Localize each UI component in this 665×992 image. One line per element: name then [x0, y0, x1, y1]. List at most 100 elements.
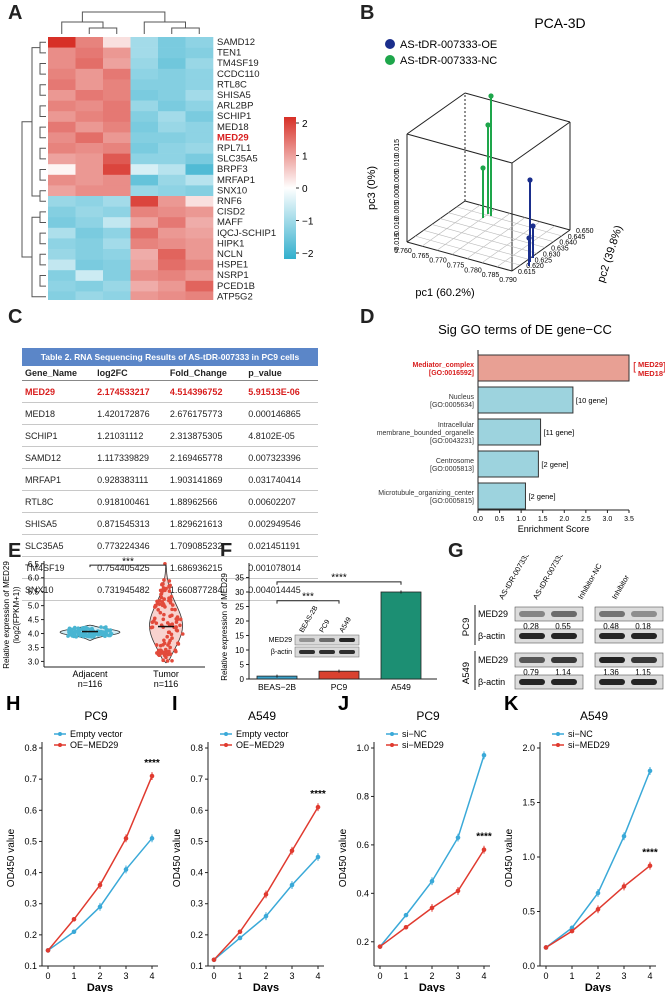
legend-tick-label: −1 — [302, 217, 314, 228]
heatmap-cell — [185, 206, 214, 218]
pca-point — [488, 93, 494, 99]
heatmap-cell — [158, 249, 186, 260]
heatmap-cell — [185, 90, 214, 101]
heatmap-cell — [185, 132, 214, 144]
heatmap-cell — [48, 121, 76, 133]
x-tick-label: 2.5 — [581, 516, 591, 523]
gene-label: ATP5G2 — [217, 291, 253, 300]
heatmap-cell — [103, 111, 131, 123]
legend-label: OE−MED29 — [236, 740, 284, 750]
gene-label: HIPK1 — [217, 238, 244, 249]
heatmap-cell — [48, 217, 76, 229]
blot-lane-label: BEAS-2B — [299, 605, 320, 634]
category-label: PC9 — [331, 682, 348, 690]
heatmap-cell — [103, 185, 131, 197]
heatmap-cell — [48, 227, 76, 239]
growth-point — [237, 929, 243, 935]
violin-point — [167, 579, 172, 583]
table-cell: 2.169465778 — [166, 446, 246, 469]
violin-point — [175, 617, 180, 622]
heatmap-cell — [48, 164, 76, 176]
table-cell: 1.420172876 — [94, 402, 167, 425]
x-tick-label: 0.775 — [447, 263, 465, 270]
table-cell: 0.000146865 — [245, 402, 318, 425]
y-tick-label: 4.0 — [28, 630, 40, 639]
heatmap-cell — [48, 111, 76, 123]
heatmap-cell — [75, 291, 104, 300]
heatmap-cell — [75, 238, 104, 250]
panel-label: I — [172, 693, 178, 715]
gene-label: TEN1 — [217, 48, 241, 59]
x-tick-label: 4 — [315, 971, 320, 981]
violin-point — [162, 597, 166, 601]
growth-point — [595, 890, 601, 896]
heatmap-cell — [158, 238, 186, 250]
growth-line — [47, 775, 153, 951]
blot-row-label: MED29 — [269, 637, 292, 644]
growth-point — [71, 916, 77, 922]
gene-label: CISD2 — [217, 207, 245, 218]
heatmap-cell — [158, 185, 186, 197]
growth-point — [289, 882, 295, 888]
heatmap-cell — [103, 37, 131, 48]
legend-tick-label: −2 — [302, 249, 314, 260]
pca-3d-panel: PCA-3D AS-tDR-007333-OE AS-tDR-007333-NC 0.… — [366, 15, 625, 299]
pca-grid-line — [436, 209, 496, 251]
heatmap-cell — [130, 206, 159, 218]
heatmap-cell — [48, 291, 76, 300]
dendrogram-branch — [39, 84, 46, 96]
heatmap-cell — [103, 58, 131, 70]
sig-bracket — [276, 581, 402, 585]
heatmap-cell — [158, 259, 186, 271]
go-annotation: [11 gene] — [544, 428, 575, 437]
growth-point — [211, 957, 217, 963]
pca-point — [527, 177, 533, 183]
legend-tick-label: 2 — [302, 119, 308, 130]
x-tick-label: 3 — [123, 971, 128, 981]
go-annotation: [10 gene] — [576, 396, 607, 405]
go-bar — [477, 354, 630, 382]
violin-point — [154, 643, 159, 647]
violin-point — [159, 591, 164, 596]
blot-band — [339, 650, 355, 654]
heatmap-cell — [185, 58, 214, 70]
violin-point — [178, 617, 183, 622]
table-cell: SLC35A5 — [22, 534, 95, 557]
x-tick-label: 0.785 — [482, 272, 500, 279]
pca-box-edge — [464, 200, 571, 231]
growth-line — [47, 837, 153, 952]
heatmap-cell — [130, 291, 159, 300]
heatmap-cell — [48, 90, 76, 101]
growth-point — [289, 848, 295, 854]
heatmap-cell — [158, 227, 186, 239]
x-tick-label: 0 — [211, 971, 216, 981]
table-cell: 1.117339829 — [94, 446, 167, 469]
y-tick-label: 0.625 — [535, 257, 553, 264]
y-tick-label: 20 — [235, 617, 244, 626]
heatmap-cell — [130, 132, 159, 144]
heatmap-cell — [130, 249, 159, 260]
heatmap-cell — [75, 100, 104, 112]
table-cell: SNX10 — [22, 578, 95, 601]
x-axis-label: Days — [87, 982, 113, 992]
heatmap-cell — [75, 153, 104, 165]
gene-label: MED18 — [217, 122, 249, 133]
heatmap-cell — [185, 249, 214, 260]
pca-grid-line — [431, 224, 537, 254]
gene-label: TM4SF19 — [217, 58, 259, 69]
heatmap-cell — [48, 100, 76, 112]
blot-row-label: β-actin — [478, 677, 505, 687]
heatmap-cell — [158, 58, 186, 70]
legend-label: si−MED29 — [568, 740, 610, 750]
blot-quantification: 0.48 — [603, 622, 619, 631]
go-bar — [477, 450, 539, 478]
heatmap-cell — [185, 185, 214, 197]
sig-label: **** — [476, 832, 492, 843]
heatmap-cell — [158, 196, 186, 207]
violin-point — [67, 628, 71, 633]
heatmap-cell — [130, 196, 159, 207]
growth-curve-k: K A549 0.0 0.5 1.0 1.5 2.0 0 1 2 3 4 Days OD450 value… — [504, 693, 658, 992]
violin-point — [85, 627, 90, 631]
go-term-name: Mediator_complex — [413, 362, 475, 369]
table-row: TM4SF19 0.754405425 1.686936215 0.001078014 — [22, 556, 318, 579]
